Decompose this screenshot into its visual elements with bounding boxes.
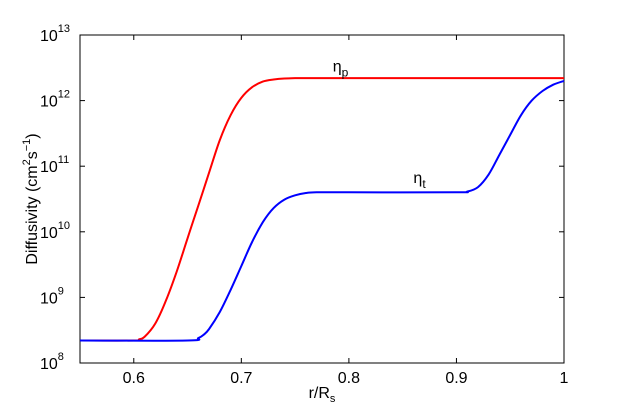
y-tick-label: 1010 [40,220,70,242]
y-tick-base: 10 [40,94,58,111]
series-layer [79,77,565,342]
y-tick-exponent: 11 [58,154,69,166]
series-label-glyph: η [413,170,422,187]
y-tick-label: 109 [40,285,64,307]
y-tick-base: 10 [40,290,58,307]
series-label-p: ηp [333,58,349,79]
y-tick-base: 10 [40,159,58,176]
y-axis-label: Diffusivity (cm2s−1) [21,133,41,264]
series-line-p [79,77,564,342]
x-tick-label: 0.6 [123,370,145,387]
y-tick-exponent: 13 [58,23,70,35]
y-tick-exponent: 10 [58,220,70,232]
y-tick-label: 1012 [40,89,70,111]
x-tick-label: 0.7 [230,370,252,387]
y-tick-label: 1013 [40,23,70,45]
y-tick-exponent: 12 [58,89,70,101]
x-tick-label: 0.8 [338,370,360,387]
x-tick-label: 0.9 [445,370,467,387]
plot-frame [79,34,565,364]
y-tick-base: 10 [40,225,58,242]
y-tick-exponent: 9 [58,285,64,297]
y-tick-base: 10 [40,28,58,45]
series-label-subscript: t [422,177,426,191]
series-label-t: ηt [413,170,426,191]
series-label-subscript: p [342,65,349,79]
y-tick-base: 10 [40,356,58,373]
y-tick-exponent: 8 [58,351,64,363]
y-tick-label: 1011 [40,154,69,176]
series-line-t [79,79,565,342]
x-axis-label: r/Rs [309,385,336,405]
y-tick-label: 108 [40,351,64,373]
series-label-glyph: η [333,58,342,75]
x-tick-label: 1 [560,370,569,387]
